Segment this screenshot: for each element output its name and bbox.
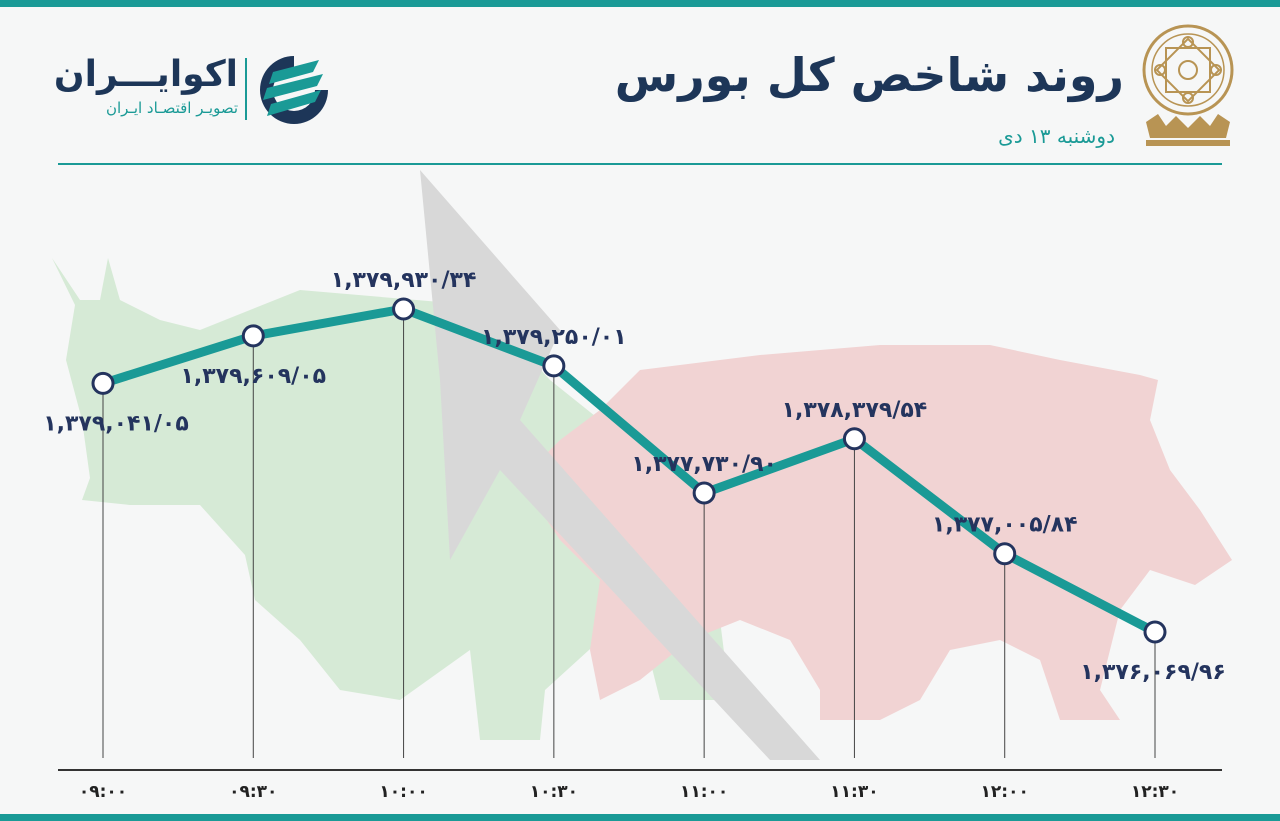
brand-separator (245, 58, 247, 120)
header-divider (58, 163, 1222, 165)
x-tick-label: ۰۹:۳۰ (229, 782, 277, 802)
x-tick-label: ۱۰:۰۰ (379, 782, 427, 802)
tehran-stock-exchange-emblem-icon (1142, 24, 1234, 146)
data-label: ۱,۳۷۹,۶۰۹/۰۵ (180, 364, 326, 389)
data-labels: ۱,۳۷۹,۰۴۱/۰۵ ۱,۳۷۹,۶۰۹/۰۵ ۱,۳۷۹,۹۳۰/۳۴ ۱,۳۷… (43, 268, 1226, 685)
data-point (1143, 620, 1167, 644)
data-point (842, 427, 866, 451)
data-label: ۱,۳۷۹,۹۳۰/۳۴ (331, 268, 477, 293)
data-label: ۱,۳۷۹,۲۵۰/۰۱ (481, 325, 627, 350)
x-tick-label: ۱۱:۰۰ (680, 782, 728, 802)
arrow-shape (420, 170, 820, 760)
data-point (392, 297, 416, 321)
brand-name: اکوایـــران (53, 54, 238, 95)
x-tick-label: ۱۰:۳۰ (530, 782, 578, 802)
drop-lines (102, 309, 1156, 758)
series-line (98, 304, 1160, 637)
x-tick-labels: ۰۹:۰۰ ۰۹:۳۰ ۱۰:۰۰ ۱۰:۳۰ ۱۱:۰۰ ۱۱:۳۰ ۱۲:۰۰ ۱۲:۳۰ (79, 782, 1179, 802)
bull-silhouette (52, 258, 730, 740)
data-point (542, 354, 566, 378)
x-tick-label: ۱۲:۳۰ (1131, 782, 1179, 802)
data-point (91, 371, 115, 395)
bottom-accent-bar (0, 814, 1280, 821)
data-point (993, 542, 1017, 566)
data-label: ۱,۳۷۹,۰۴۱/۰۵ (43, 411, 189, 436)
page-title: روند شاخص کل بورس (614, 48, 1124, 102)
data-label: ۱,۳۷۶,۰۶۹/۹۶ (1080, 660, 1226, 685)
data-point (692, 481, 716, 505)
data-label: ۱,۳۷۷,۰۰۵/۸۴ (932, 513, 1078, 538)
background-illustration (52, 170, 1232, 760)
page-date: دوشنبه ۱۳ دی (998, 124, 1115, 148)
brand-block: اکوایـــران تصویـر اقتصـاد ایـران (53, 54, 238, 118)
ecoiran-logo-icon (260, 56, 328, 124)
x-tick-label: ۱۲:۰۰ (981, 782, 1029, 802)
top-accent-bar (0, 0, 1280, 7)
x-tick-label: ۰۹:۰۰ (79, 782, 127, 802)
brand-tagline: تصویـر اقتصـاد ایـران (105, 99, 238, 117)
data-label: ۱,۳۷۷,۷۳۰/۹۰ (631, 452, 777, 477)
data-label: ۱,۳۷۸,۳۷۹/۵۴ (782, 398, 928, 423)
x-tick-label: ۱۱:۳۰ (830, 782, 878, 802)
data-points (91, 297, 1167, 644)
data-point (241, 324, 265, 348)
